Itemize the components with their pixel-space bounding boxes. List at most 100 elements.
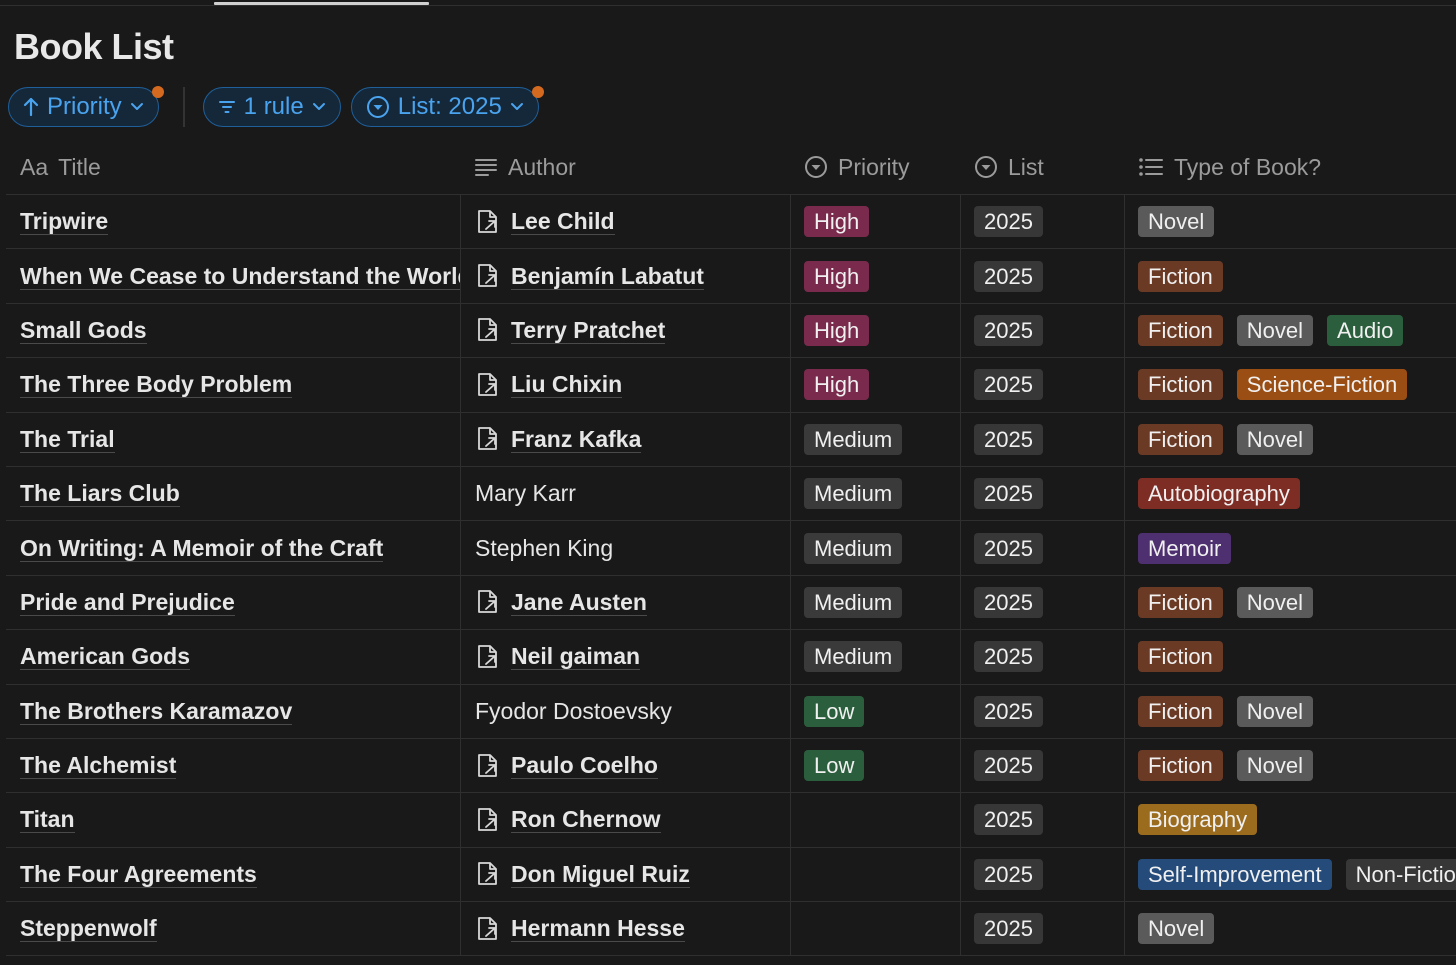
book-title[interactable]: Pride and Prejudice — [20, 588, 235, 616]
table-row[interactable]: When We Cease to Understand the World Ben… — [6, 249, 1456, 304]
active-view-tab-indicator[interactable] — [214, 2, 429, 5]
book-title[interactable]: On Writing: A Memoir of the Craft — [20, 534, 384, 562]
cell-type[interactable]: Autobiography — [1124, 466, 1456, 521]
cell-priority[interactable] — [790, 793, 960, 847]
cell-type[interactable]: Biography — [1124, 793, 1456, 847]
author-name[interactable]: Paulo Coelho — [511, 752, 658, 780]
cell-title[interactable]: Titan — [6, 793, 460, 846]
cell-list[interactable]: 2025 — [960, 521, 1124, 575]
cell-author[interactable]: Don Miguel Ruiz — [460, 847, 790, 902]
cell-priority[interactable] — [790, 902, 960, 956]
cell-priority[interactable]: High — [790, 358, 960, 412]
cell-priority[interactable]: Medium — [790, 412, 960, 466]
cell-type[interactable]: Novel — [1124, 902, 1456, 956]
cell-list[interactable]: 2025 — [960, 738, 1124, 793]
cell-list[interactable]: 2025 — [960, 466, 1124, 521]
author-name[interactable]: Benjamín Labatut — [511, 262, 704, 290]
cell-author[interactable]: Lee Child — [460, 195, 790, 249]
cell-priority[interactable]: Medium — [790, 575, 960, 630]
book-title[interactable]: Titan — [20, 806, 75, 834]
cell-priority[interactable]: Low — [790, 738, 960, 793]
table-row[interactable]: Titan Ron Chernow 2025 Biography — [6, 793, 1456, 848]
author-name[interactable]: Terry Pratchet — [511, 316, 666, 344]
author-name[interactable]: Liu Chixin — [511, 371, 623, 399]
cell-type[interactable]: Fiction Novel — [1124, 412, 1456, 466]
cell-title[interactable]: Small Gods — [6, 304, 460, 357]
cell-priority[interactable]: High — [790, 249, 960, 303]
cell-list[interactable]: 2025 — [960, 249, 1124, 303]
cell-list[interactable]: 2025 — [960, 630, 1124, 684]
cell-title[interactable]: Pride and Prejudice — [6, 576, 460, 629]
column-header-author[interactable]: Author — [460, 140, 790, 195]
book-title[interactable]: The Liars Club — [20, 480, 180, 508]
cell-type[interactable]: Fiction Novel — [1124, 738, 1456, 793]
cell-type[interactable]: Memoir — [1124, 521, 1456, 575]
book-title[interactable]: When We Cease to Understand the World — [20, 263, 460, 290]
author-name[interactable]: Neil gaiman — [511, 643, 641, 671]
book-title[interactable]: Steppenwolf — [20, 915, 157, 943]
cell-type[interactable]: Novel — [1124, 195, 1456, 249]
cell-list[interactable]: 2025 — [960, 793, 1124, 847]
cell-author[interactable]: Paulo Coelho — [460, 738, 790, 793]
book-title[interactable]: Small Gods — [20, 316, 147, 344]
column-header-list[interactable]: List — [960, 140, 1124, 195]
cell-list[interactable]: 2025 — [960, 303, 1124, 358]
book-title[interactable]: American Gods — [20, 643, 190, 671]
cell-priority[interactable]: High — [790, 303, 960, 358]
column-header-title[interactable]: Aa Title — [6, 140, 460, 195]
cell-priority[interactable]: Low — [790, 684, 960, 738]
cell-title[interactable]: The Alchemist — [6, 739, 460, 792]
cell-priority[interactable]: Medium — [790, 521, 960, 575]
cell-title[interactable]: American Gods — [6, 630, 460, 683]
cell-priority[interactable]: Medium — [790, 466, 960, 521]
cell-author[interactable]: Fyodor Dostoevsky — [460, 684, 790, 738]
cell-title[interactable]: The Liars Club — [6, 467, 460, 520]
cell-title[interactable]: On Writing: A Memoir of the Craft — [6, 521, 460, 574]
rule-filter-chip[interactable]: 1 rule — [202, 87, 341, 127]
cell-author[interactable]: Terry Pratchet — [460, 303, 790, 358]
cell-author[interactable]: Stephen King — [460, 521, 790, 575]
sort-priority-chip[interactable]: Priority — [8, 86, 164, 127]
column-header-type[interactable]: Type of Book? — [1124, 140, 1456, 195]
table-row[interactable]: The Alchemist Paulo Coelho Low 2025 Fiction N… — [6, 738, 1456, 794]
cell-title[interactable]: Steppenwolf — [6, 902, 460, 955]
author-name[interactable]: Jane Austen — [511, 588, 647, 616]
author-name[interactable]: Lee Child — [511, 208, 615, 236]
table-row[interactable]: Small Gods Terry Pratchet High 2025 Fiction N… — [6, 303, 1456, 359]
cell-priority[interactable]: High — [790, 195, 960, 249]
book-title[interactable]: The Three Body Problem — [20, 371, 293, 399]
author-name[interactable]: Ron Chernow — [511, 806, 661, 834]
table-row[interactable]: The Trial Franz Kafka Medium 2025 Fiction Nov… — [6, 412, 1456, 467]
cell-author[interactable]: Franz Kafka — [460, 412, 790, 466]
table-row[interactable]: The Liars Club Mary Karr Medium 2025 Autobio… — [6, 466, 1456, 522]
table-row[interactable]: On Writing: A Memoir of the Craft Stephen… — [6, 521, 1456, 576]
cell-list[interactable]: 2025 — [960, 575, 1124, 630]
table-row[interactable]: Tripwire Lee Child High 2025 Novel — [6, 195, 1456, 250]
table-row[interactable]: The Four Agreements Don Miguel Ruiz 2025 Se… — [6, 847, 1456, 903]
cell-author[interactable]: Benjamín Labatut — [460, 249, 790, 303]
cell-type[interactable]: Fiction Novel — [1124, 575, 1456, 630]
cell-author[interactable]: Jane Austen — [460, 575, 790, 630]
table-row[interactable]: The Brothers Karamazov Fyodor Dostoevsky L… — [6, 684, 1456, 739]
cell-author[interactable]: Mary Karr — [460, 466, 790, 521]
cell-type[interactable]: Fiction Science-Fiction — [1124, 358, 1456, 412]
cell-author[interactable]: Ron Chernow — [460, 793, 790, 847]
author-name[interactable]: Franz Kafka — [511, 425, 642, 453]
cell-priority[interactable] — [790, 847, 960, 902]
cell-author[interactable]: Hermann Hesse — [460, 902, 790, 956]
list-filter-chip[interactable]: List: 2025 — [350, 86, 544, 127]
cell-title[interactable]: When We Cease to Understand the World — [6, 249, 460, 302]
cell-list[interactable]: 2025 — [960, 902, 1124, 956]
cell-list[interactable]: 2025 — [960, 412, 1124, 466]
cell-title[interactable]: The Trial — [6, 413, 460, 466]
table-row[interactable]: The Three Body Problem Liu Chixin High 2025… — [6, 358, 1456, 413]
book-title[interactable]: Tripwire — [20, 208, 109, 236]
cell-type[interactable]: Fiction Novel — [1124, 684, 1456, 738]
column-header-priority[interactable]: Priority — [790, 140, 960, 195]
cell-list[interactable]: 2025 — [960, 684, 1124, 738]
book-title[interactable]: The Brothers Karamazov — [20, 697, 293, 725]
cell-list[interactable]: 2025 — [960, 358, 1124, 412]
author-name[interactable]: Don Miguel Ruiz — [511, 860, 690, 888]
table-row[interactable]: Steppenwolf Hermann Hesse 2025 Novel — [6, 902, 1456, 957]
cell-type[interactable]: Fiction — [1124, 630, 1456, 684]
